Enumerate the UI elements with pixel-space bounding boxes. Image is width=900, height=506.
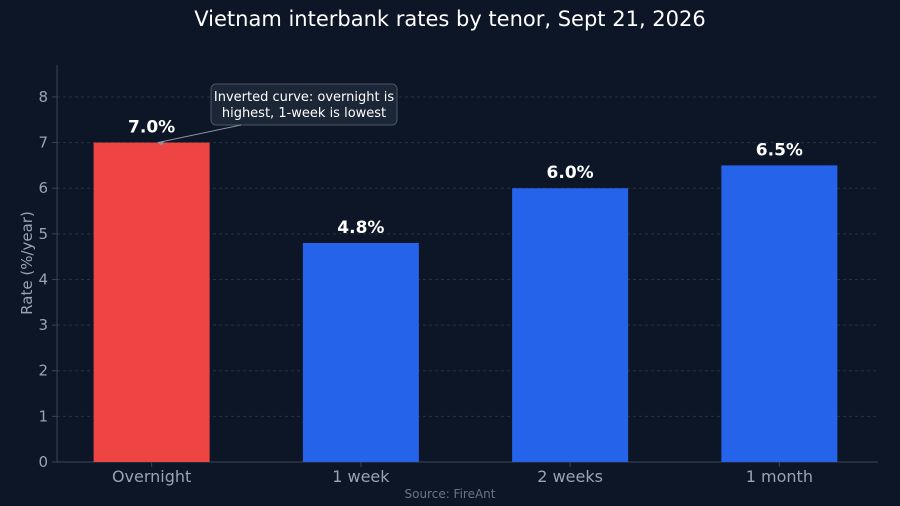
y-tick-label: 7: [38, 134, 48, 152]
chart-title: Vietnam interbank rates by tenor, Sept 2…: [194, 7, 706, 31]
annotation-box: [210, 83, 398, 126]
x-tick-label: 2 weeks: [537, 467, 603, 486]
y-tick-label: 1: [38, 407, 48, 425]
data-label: 6.0%: [547, 163, 594, 183]
bars: 7.0% Overnight 4.8% 1 week 6.0% 2 weeks 6.5% 1 …: [93, 118, 838, 486]
y-axis-ticks: 0 1 2 3 4 5 6 7 8: [38, 88, 57, 471]
x-tick-label: 1 month: [746, 467, 813, 486]
bar-overnight: [93, 142, 210, 462]
bar-2-weeks: [512, 188, 629, 462]
data-label: 7.0%: [128, 118, 175, 138]
y-tick-label: 6: [38, 179, 48, 197]
annotation-arrowhead: [157, 140, 165, 146]
source-note: Source: FireAnt: [404, 487, 495, 501]
annotation-line-2: highest, 1-week is lowest: [222, 106, 386, 121]
y-tick-label: 2: [38, 362, 48, 380]
x-tick-label: 1 week: [332, 467, 390, 486]
data-label: 4.8%: [337, 218, 384, 238]
bar-1-week: [302, 242, 419, 462]
x-tick-label: Overnight: [112, 467, 191, 486]
y-tick-label: 4: [38, 270, 48, 288]
annotation-arrow: [157, 124, 242, 144]
bar-1-month: [721, 165, 838, 462]
y-tick-label: 0: [38, 453, 48, 471]
y-tick-label: 5: [38, 225, 48, 243]
y-tick-label: 3: [38, 316, 48, 334]
y-tick-label: 8: [38, 88, 48, 106]
annotation-line-1: Inverted curve: overnight is: [214, 90, 394, 105]
annotation: Inverted curve: overnight is highest, 1-…: [157, 83, 398, 146]
y-axis-label: Rate (%/year): [18, 211, 36, 315]
data-label: 6.5%: [756, 140, 803, 160]
